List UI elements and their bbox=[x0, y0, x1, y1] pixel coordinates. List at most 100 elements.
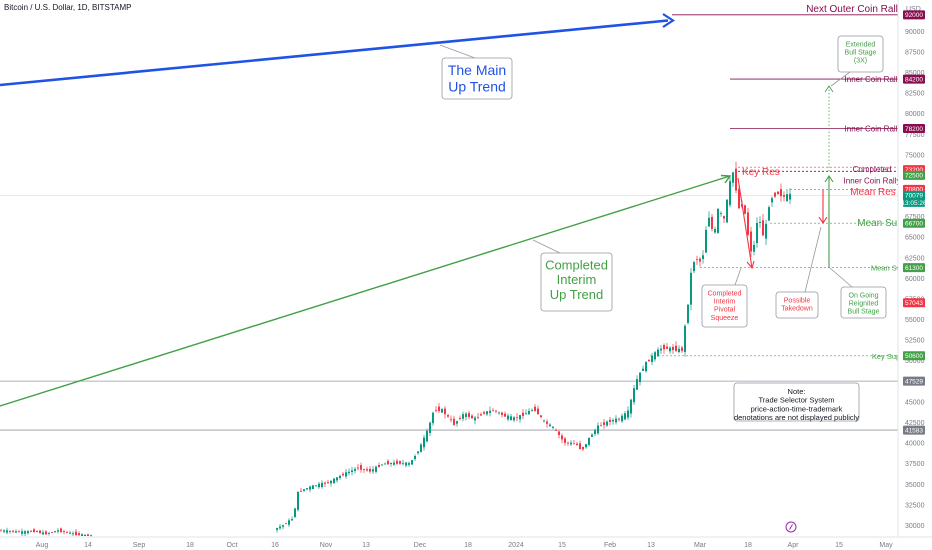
candle-body bbox=[12, 530, 14, 532]
drawings[interactable]: Next Outer Coin Rally $92,000 Inner Coin … bbox=[0, 4, 932, 422]
candle-body bbox=[765, 223, 767, 239]
candle-body bbox=[345, 472, 347, 477]
x-tick-label: 13 bbox=[362, 542, 370, 549]
y-tick-label: 82500 bbox=[905, 91, 925, 98]
chart-title: Bitcoin / U.S. Dollar, 1D, BITSTAMP bbox=[4, 3, 131, 12]
candle-body bbox=[627, 410, 629, 418]
candle-body bbox=[570, 442, 572, 445]
y-tick-label: 90000 bbox=[905, 29, 925, 36]
x-tick-label: Nov bbox=[320, 542, 333, 549]
time-axis[interactable]: Aug 14 Sep 18 Oct 16 Nov 13 Dec 18 2024 15 Feb 13 Mar 1… bbox=[0, 536, 932, 550]
main-up-trendline[interactable] bbox=[0, 19, 669, 87]
pivotal-squeeze-line[interactable] bbox=[737, 177, 753, 269]
price-tag-bg bbox=[903, 376, 925, 386]
candle-body bbox=[558, 431, 560, 436]
takedown-arrowhead bbox=[818, 216, 828, 224]
candle-body bbox=[357, 467, 359, 469]
candle-body bbox=[786, 194, 788, 202]
price-tag: 66700 bbox=[903, 218, 925, 228]
price-tag: 61300 bbox=[903, 263, 925, 273]
candle-body bbox=[612, 419, 614, 422]
candle-body bbox=[675, 345, 677, 351]
candle-body bbox=[282, 525, 284, 527]
pivotal-callout-pointer bbox=[734, 267, 742, 286]
price-tag-text: 61300 bbox=[905, 265, 923, 272]
note-callout[interactable]: Note:Trade Selector Systemprice-action-t… bbox=[733, 382, 860, 422]
pivotal-callout-text: Completed bbox=[708, 291, 742, 298]
candle-body bbox=[51, 532, 53, 534]
price-tag-bg bbox=[903, 170, 925, 180]
price-tag-text: 72500 bbox=[905, 173, 923, 180]
candle-body bbox=[510, 416, 512, 421]
candle-body bbox=[390, 463, 392, 465]
price-tag-bg bbox=[903, 74, 925, 84]
candle-body bbox=[321, 482, 323, 488]
candle-body bbox=[687, 304, 689, 323]
candle-body bbox=[723, 216, 725, 219]
price-tag-bg bbox=[903, 425, 925, 435]
y-tick-label: 35000 bbox=[905, 482, 925, 489]
candle-body bbox=[501, 412, 503, 415]
price-tag-bg bbox=[903, 190, 925, 207]
pivotal-callout-text: Interim bbox=[714, 299, 736, 306]
candle-body bbox=[777, 191, 779, 194]
x-tick-label: May bbox=[879, 542, 893, 549]
candle-body bbox=[21, 531, 23, 534]
level-label: Key Sup bbox=[872, 352, 900, 361]
interim-up-trendline[interactable] bbox=[0, 175, 731, 407]
candle-body bbox=[714, 229, 716, 233]
candle-body bbox=[354, 468, 356, 471]
candles bbox=[0, 161, 791, 537]
candle-body bbox=[534, 406, 536, 412]
candle-body bbox=[615, 418, 617, 423]
y-tick-label: 50000 bbox=[905, 358, 925, 365]
extended-callout-text: Extended bbox=[846, 42, 876, 49]
y-tick-label: 45000 bbox=[905, 399, 925, 406]
candle-body bbox=[339, 475, 341, 479]
price-tag-text: 70800 bbox=[905, 187, 923, 194]
candle-body bbox=[447, 415, 449, 417]
price-tag-text: 92000 bbox=[905, 12, 923, 19]
reignited-callout-box bbox=[840, 286, 887, 319]
candle-body bbox=[756, 222, 758, 244]
y-tick-label: 60000 bbox=[905, 276, 925, 283]
candle-body bbox=[549, 424, 551, 427]
candle-body bbox=[780, 189, 782, 197]
candle-body bbox=[483, 412, 485, 414]
main-trend-callout-text: The Main bbox=[448, 62, 506, 78]
price-tag: 84200 bbox=[903, 74, 925, 84]
y-tick-label: 87500 bbox=[905, 49, 925, 56]
y-tick-label: 52500 bbox=[905, 338, 925, 345]
interim-trend-callout-text: Completed bbox=[545, 257, 608, 272]
candle-body bbox=[630, 399, 632, 414]
candle-body bbox=[684, 325, 686, 352]
candle-body bbox=[18, 531, 20, 533]
candle-body bbox=[564, 438, 566, 443]
reignited-callout-pointer bbox=[829, 267, 853, 288]
candle-body bbox=[660, 348, 662, 351]
candle-body bbox=[717, 209, 719, 233]
candle-body bbox=[750, 231, 752, 252]
x-tick-label: 15 bbox=[835, 542, 843, 549]
price-tag: 92000 bbox=[903, 10, 925, 20]
price-tag-text: 66700 bbox=[905, 221, 923, 228]
candle-body bbox=[525, 413, 527, 415]
candle-body bbox=[729, 181, 731, 206]
note-callout-text: denotations are not displayed publicly bbox=[734, 413, 859, 422]
candle-body bbox=[288, 520, 290, 525]
candle-body bbox=[579, 443, 581, 449]
pivotal-squeeze-arrowhead bbox=[746, 260, 755, 270]
candle-body bbox=[90, 535, 92, 537]
price-tag: 57043 bbox=[903, 298, 925, 308]
candle-body bbox=[609, 419, 611, 422]
candle-body bbox=[441, 409, 443, 413]
candle-body bbox=[69, 532, 71, 534]
candle-body bbox=[540, 415, 542, 418]
